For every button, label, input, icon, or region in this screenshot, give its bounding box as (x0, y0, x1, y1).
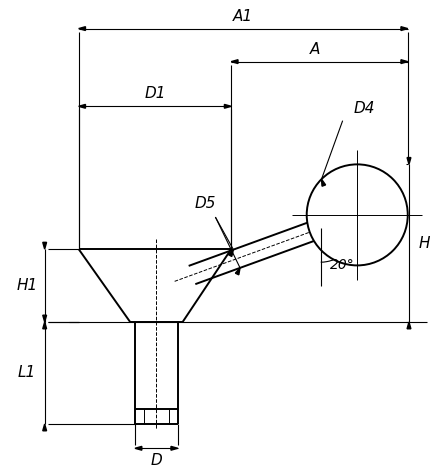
Polygon shape (78, 27, 85, 30)
Polygon shape (43, 424, 47, 431)
Polygon shape (171, 446, 178, 450)
Text: H: H (419, 236, 430, 250)
Polygon shape (407, 322, 411, 329)
Text: 20°: 20° (330, 258, 354, 272)
Polygon shape (401, 60, 408, 63)
Text: L1: L1 (18, 365, 36, 380)
Polygon shape (407, 158, 411, 164)
Polygon shape (43, 315, 47, 322)
Text: A1: A1 (233, 9, 253, 24)
Text: D1: D1 (144, 86, 166, 101)
Text: H1: H1 (17, 278, 38, 293)
Polygon shape (225, 105, 231, 108)
Polygon shape (135, 446, 142, 450)
Polygon shape (231, 60, 238, 63)
Polygon shape (235, 268, 240, 275)
Text: D4: D4 (353, 101, 375, 116)
Text: D5: D5 (195, 196, 216, 211)
Polygon shape (43, 242, 47, 249)
Polygon shape (43, 322, 47, 329)
Polygon shape (401, 27, 408, 30)
Polygon shape (321, 179, 326, 186)
Polygon shape (78, 105, 85, 108)
Polygon shape (228, 250, 233, 257)
Text: A: A (310, 43, 320, 58)
Text: D: D (150, 454, 162, 469)
